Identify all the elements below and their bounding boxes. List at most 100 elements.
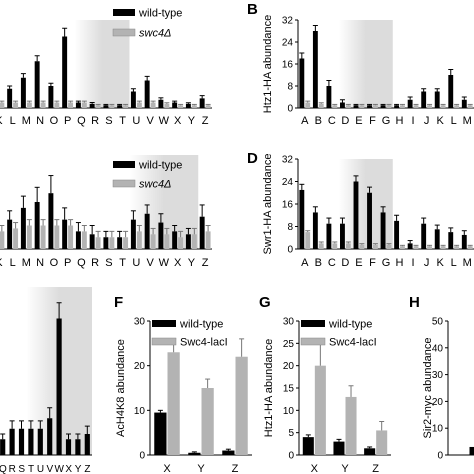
x-tick-label: L [451,115,457,127]
bar-a-mut [191,105,197,108]
x-tick-label: M [463,257,472,269]
y-tick-label: 0 [287,245,293,256]
x-tick-label: W [159,257,170,269]
bar-b-wt [367,105,372,108]
y-tick-label: 16 [282,200,294,211]
bar-e-wt [0,439,6,455]
y-tick-label: 10 [134,406,146,417]
x-tick-label: Z [84,464,90,474]
x-tick-label: K [436,257,444,269]
x-tick-label: Y [188,257,196,269]
bar-e-wt [9,428,15,455]
chart-panel-c: KLMNOPQRSTUVWXYZwild-type swc4Δ [0,155,212,269]
bar-c-mut [136,231,142,249]
bar-c-wt [48,193,54,249]
bar-e-wt [28,428,34,455]
x-tick-label: H [396,115,404,127]
y-tick-label: 10 [283,406,295,417]
bar-a-mut [150,102,156,108]
bar-d-mut [386,244,392,249]
bar-d-wt [461,234,467,249]
bar-b-wt [434,91,440,108]
chart-panel-h: 0 10 20 30 40 50 Sir2-myc abundance H [409,294,474,462]
bar-d-mut [332,243,338,249]
x-tick-label: X [311,463,319,474]
x-tick-label: R [91,257,99,269]
x-tick-label: I [412,115,415,127]
bar-c-wt [144,213,150,249]
y-tick-label: 8 [287,82,293,93]
bar-e-wt [84,434,90,455]
bar-c-wt [103,237,109,249]
bar-c-wt [117,237,123,249]
x-tick-label: Z [372,463,379,474]
bar-c-wt [185,234,191,249]
bar-a-wt [144,80,150,108]
bar-c-wt [75,231,81,249]
x-tick-label: A [301,257,309,269]
x-tick-label: F [369,115,376,127]
x-tick-label: X [174,257,182,269]
x-tick-label: N [36,115,44,127]
bar-d-wt [407,243,413,249]
x-tick-label: Z [202,257,209,269]
legend-label-mut: swc4Δ [139,28,171,40]
y-tick-label: 10 [432,424,444,435]
bar-g-wt [333,441,345,455]
bar-b-wt [407,99,413,108]
y-tick-label: 0 [287,104,293,115]
bar-a-mut [123,105,129,108]
x-tick-label: G [382,257,391,269]
bar-c-wt [199,216,205,249]
y-tick-label: 20 [432,397,444,408]
bar-b-wt [299,58,305,108]
bar-b-mut [413,105,419,108]
bar-b-wt [340,102,345,108]
bar-b-mut [318,103,324,108]
bar-g-wt [302,437,314,455]
bar-b-wt [421,91,427,108]
x-tick-label: J [424,115,430,127]
bar-d-mut [372,244,378,249]
x-tick-label: B [315,115,322,127]
y-axis-label: Sir2-myc abundance [422,338,434,439]
x-tick-label: W [55,464,65,474]
bar-a-mut [26,102,32,108]
y-tick-label: 32 [282,155,294,166]
legend-label-mut: Swc4-lacI [329,337,377,349]
legend: wild-type Swc4-lacI [151,319,228,349]
x-tick-label: P [64,257,71,269]
legend: wild-type Swc4-lacI [300,319,377,349]
bar-c-wt [7,219,13,249]
legend: wild-type swc4Δ [112,160,182,191]
y-tick-label: 30 [432,370,444,381]
bar-c-mut [26,225,32,249]
bar-a-wt [89,103,95,108]
x-tick-label: E [355,257,362,269]
bar-b-mut [386,105,392,108]
bar-c-mut [123,237,129,249]
bar-a-wt [34,61,40,108]
bar-c-wt [158,222,164,249]
chart-panel-g: 0 5 10 15 20 25 30 X Y Z Htz1-HA abundance Gwild-ty… [259,294,391,474]
x-tick-label: J [424,257,430,269]
x-tick-label: V [146,115,154,127]
bar-e-wt [65,439,72,455]
bar-d-wt [380,212,386,249]
bar-a-mut [205,105,211,108]
x-tick-label: Z [232,463,239,474]
x-tick-label: Q [0,464,7,474]
bar-a-mut [136,102,142,108]
y-tick-label: 30 [283,317,295,328]
bar-b-wt [312,31,318,108]
bar-c-wt [62,219,68,249]
bar-a-mut [54,102,60,108]
bar-c-wt [130,219,136,249]
legend: wild-type swc4Δ [112,8,182,40]
y-tick-label: 30 [134,317,146,328]
bar-b-wt [394,105,400,108]
y-tick-label: 32 [282,16,294,27]
x-tick-label: C [328,257,336,269]
x-tick-label: Y [197,463,205,474]
legend-swatch-wt [113,161,135,168]
